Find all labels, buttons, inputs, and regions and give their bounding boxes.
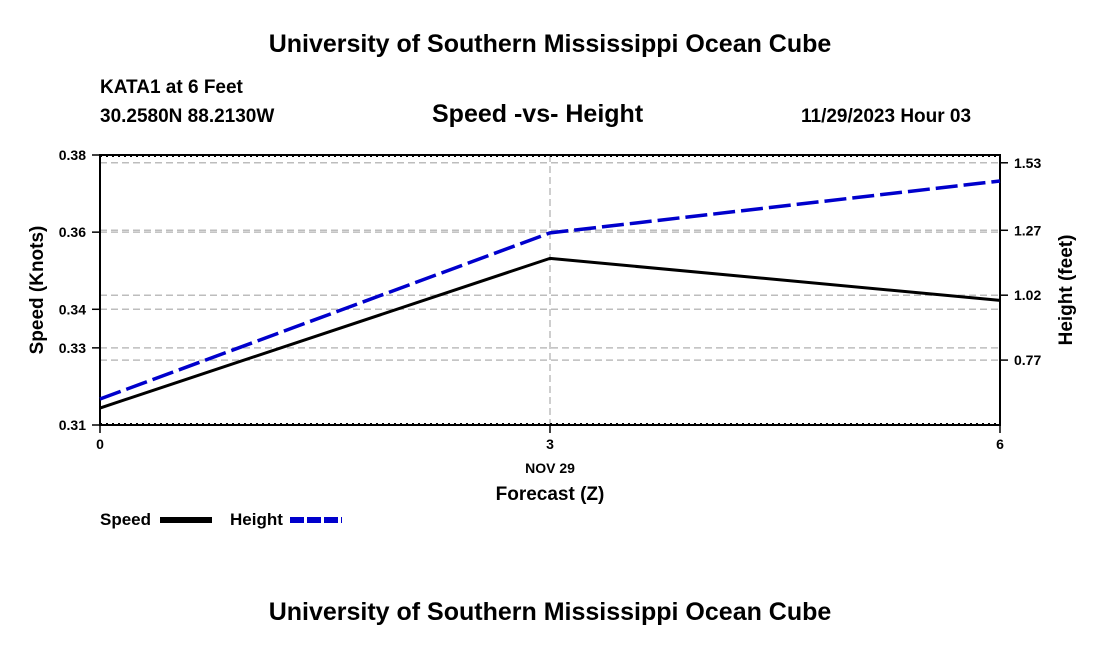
y-right-tick-label: 1.27 — [1014, 222, 1041, 238]
series-lines — [99, 179, 1001, 410]
chart-title: University of Southern Mississippi Ocean… — [268, 30, 832, 58]
x-tick-label: 6 — [996, 436, 1004, 452]
forecast-datetime: 11/29/2023 Hour 03 — [801, 106, 972, 127]
x-axis-label: Forecast (Z) — [496, 484, 605, 505]
footer-title: University of Southern Mississippi Ocean… — [268, 598, 832, 626]
legend-height-label: Height — [230, 510, 283, 529]
station-coordinates: 30.2580N 88.2130W — [100, 106, 275, 127]
y-right-tick-label: 1.02 — [1014, 287, 1041, 303]
y-right-tick-label: 1.53 — [1014, 155, 1041, 171]
x-tick-label: 0 — [96, 436, 104, 452]
y-left-tick-label: 0.31 — [59, 417, 86, 433]
y-left-tick-label: 0.33 — [59, 340, 86, 356]
station-label: KATA1 at 6 Feet — [100, 77, 243, 98]
y-left-tick-label: 0.36 — [59, 224, 86, 240]
y-axis-right-label: Height (feet) — [1056, 235, 1077, 346]
x-date-label: NOV 29 — [525, 460, 575, 476]
axes: 0.31 0.33 0.34 0.36 0.38 0.77 1.02 1.27 1.53 0 3 6 — [59, 147, 1042, 452]
x-tick-label: 3 — [546, 436, 554, 452]
chart-subtitle: Speed -vs- Height — [432, 100, 644, 128]
y-right-tick-label: 0.77 — [1014, 352, 1041, 368]
y-left-tick-label: 0.34 — [59, 301, 86, 317]
y-axis-left-label: Speed (Knots) — [27, 226, 48, 355]
legend-speed-label: Speed — [100, 510, 151, 529]
y-left-tick-label: 0.38 — [59, 147, 86, 163]
legend: Speed Height — [100, 510, 342, 529]
